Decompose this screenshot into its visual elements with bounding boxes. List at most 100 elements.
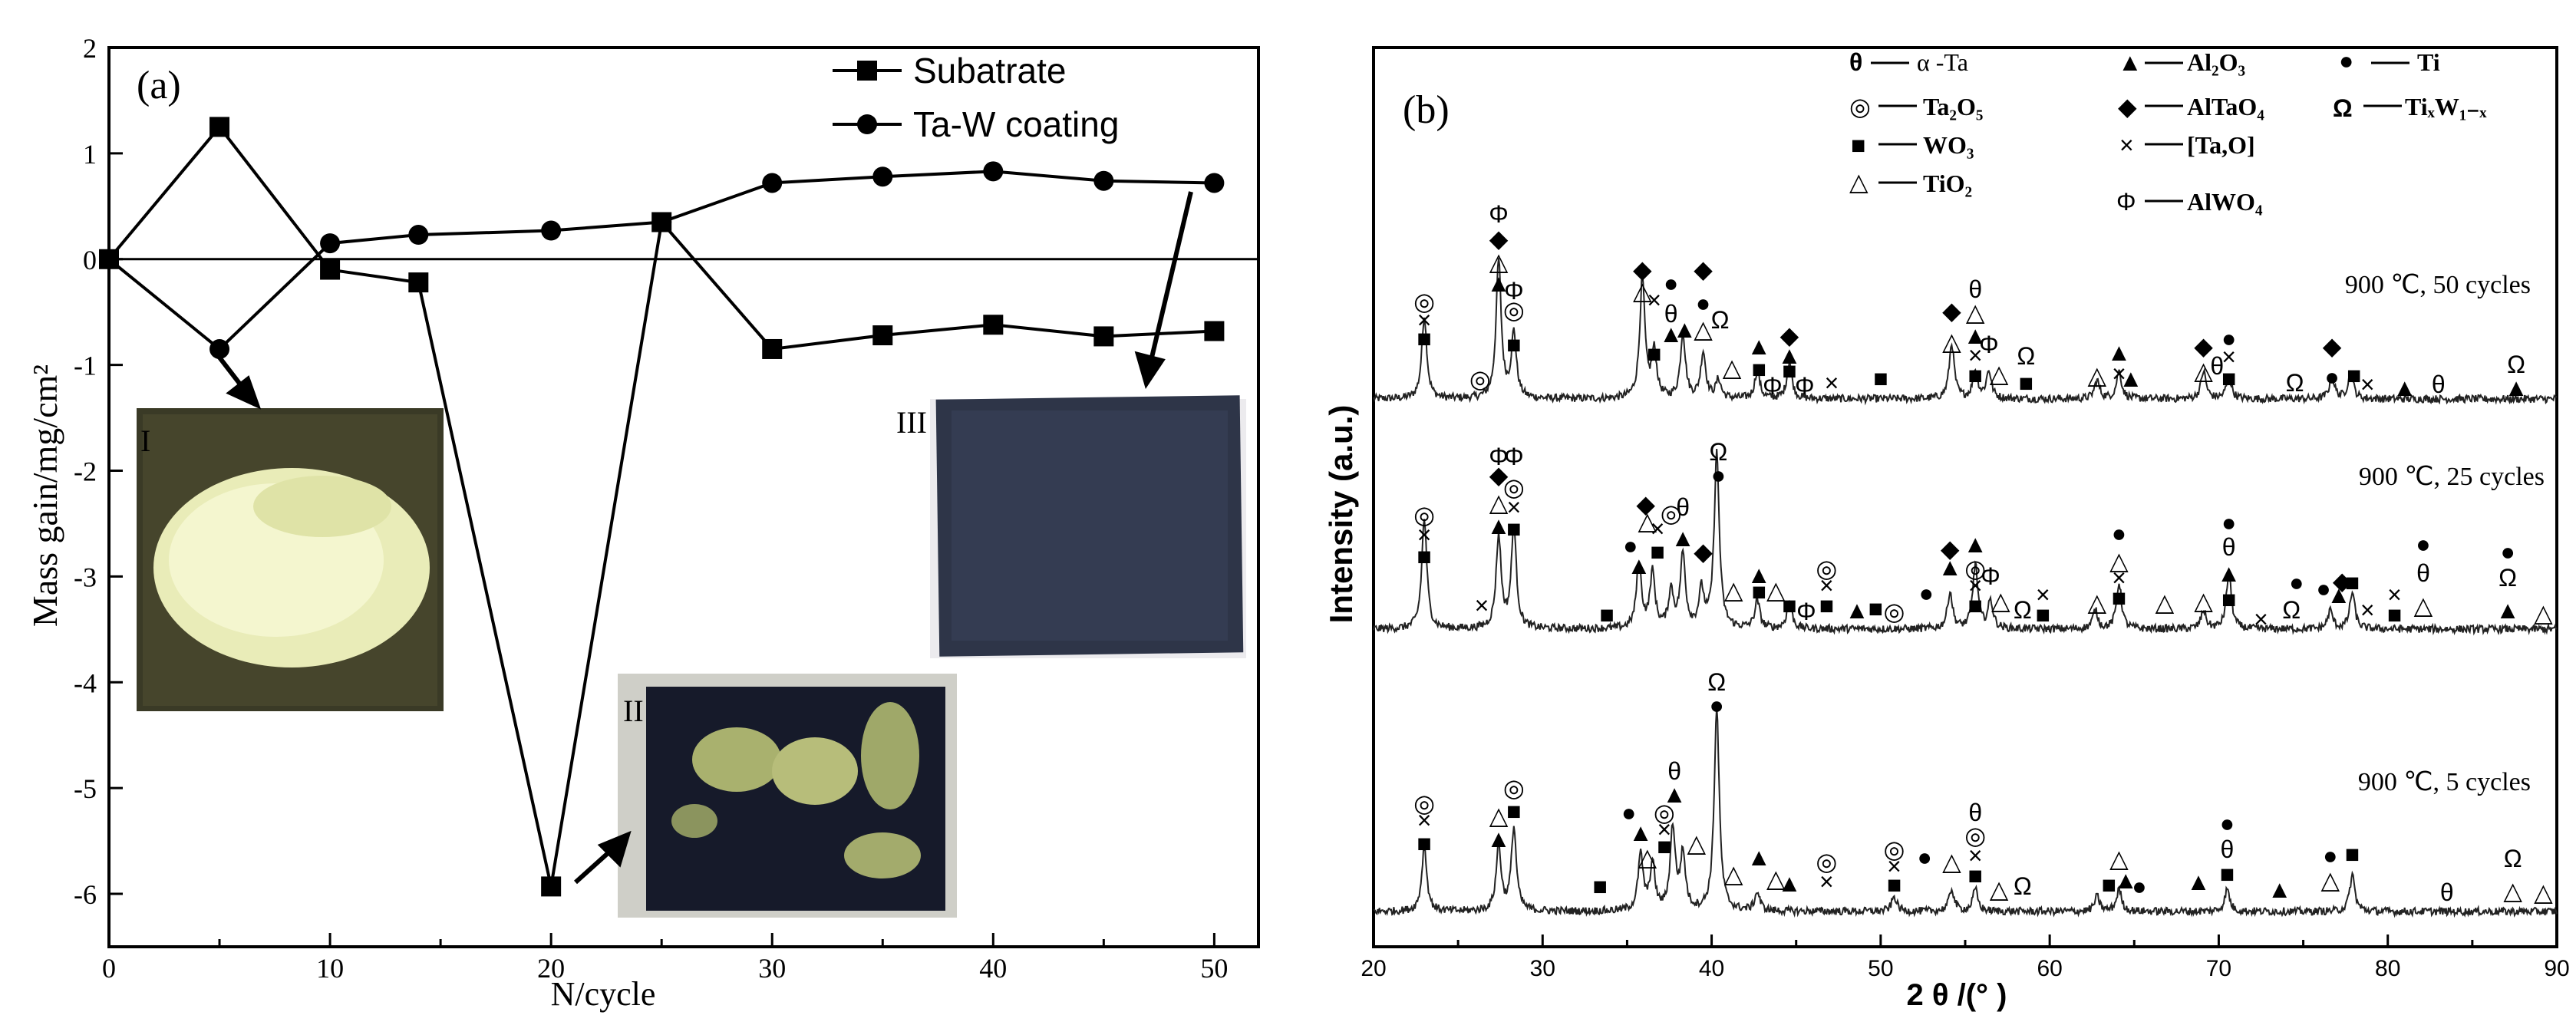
phase-marker: Ω — [2286, 369, 2304, 397]
phase-marker: △ — [1694, 315, 1713, 343]
phase-marker: ■ — [2112, 584, 2126, 611]
phase-marker: ◎ — [1884, 598, 1905, 625]
phase-marker: ◎ — [1816, 848, 1837, 875]
phase-marker: ◆ — [1489, 461, 1509, 489]
y-tick-label: 1 — [83, 139, 97, 170]
phase-marker: ■ — [1968, 592, 1983, 619]
y-tick-label: -2 — [74, 457, 97, 487]
y-tick-label: -6 — [74, 879, 97, 910]
phase-marker: ◎ — [1884, 836, 1905, 863]
phase-marker: ■ — [1782, 357, 1796, 384]
substrate-point — [762, 338, 783, 359]
phase-marker: △ — [2503, 877, 2522, 905]
phase-marker: ● — [2289, 569, 2304, 596]
photo-insets: I II III — [137, 191, 1246, 918]
phase-marker: ▲ — [1746, 561, 1771, 588]
phase-marker: Ω — [2282, 596, 2301, 624]
phase-marker: △ — [1687, 829, 1706, 857]
phase-marker: Φ — [1489, 443, 1509, 470]
phase-marker: ■ — [1782, 592, 1796, 619]
phase-marker: Ω — [1707, 668, 1726, 696]
phase-marker: ● — [2416, 530, 2430, 558]
phase-marker: △ — [2194, 357, 2213, 384]
panel-b-axes: 20 30 40 50 60 70 80 90 — [1361, 934, 2570, 981]
legend-symbol-wo3: ■ — [1851, 131, 1865, 159]
phase-marker: ◎ — [1469, 365, 1491, 393]
x-tick-label: 90 — [2544, 956, 2569, 981]
phase-marker: ◆ — [1489, 225, 1509, 252]
phase-marker: × — [1647, 286, 1661, 314]
substrate-point — [320, 259, 341, 280]
phase-marker: ■ — [1506, 515, 1521, 542]
inset-photo-iii — [930, 395, 1246, 658]
phase-marker: Ω — [1711, 306, 1730, 334]
phase-marker: △ — [1489, 489, 1509, 516]
phase-marker: △ — [1724, 576, 1743, 604]
phase-marker: × — [2112, 564, 2126, 592]
phase-marker: Ω — [1709, 438, 1727, 466]
legend-symbol-ti: ● — [2339, 47, 2353, 74]
phase-marker: △ — [1991, 587, 2010, 615]
substrate-point — [983, 315, 1004, 335]
phase-marker: ▲ — [1486, 512, 1511, 539]
xrd-pattern-50-cycles — [1373, 258, 2558, 406]
coating-point — [1093, 170, 1114, 191]
substrate-point — [209, 117, 230, 137]
phase-marker: × — [1819, 868, 1834, 895]
phase-marker: Φ — [1504, 277, 1524, 305]
phase-marker: Ω — [2017, 342, 2035, 370]
inset-label-i: I — [140, 424, 150, 458]
phase-marker: Φ — [1763, 372, 1783, 400]
phase-marker: ● — [2221, 325, 2236, 352]
phase-marker: × — [1417, 806, 1432, 834]
phase-marker: ▲ — [2186, 868, 2211, 895]
phase-marker: ▲ — [1662, 780, 1687, 808]
phase-marker: ■ — [2345, 840, 2360, 868]
phase-marker: ■ — [2019, 369, 2033, 397]
panel-b-chart: 20 30 40 50 60 70 80 90 ◎×■Φ◆△▲Φ◎■◎◆△×■●θ▲▲◆●△Ω… — [1323, 46, 2570, 1012]
phase-marker: ■ — [2387, 601, 2402, 628]
phase-marker: Φ — [1504, 443, 1524, 470]
phase-marker: × — [1968, 842, 1983, 869]
phase-marker: ■ — [2102, 871, 2116, 898]
legend-label-alpha-ta: α -Ta — [1917, 48, 1968, 76]
phase-marker: ◆ — [2323, 332, 2342, 360]
phase-marker: × — [2036, 581, 2050, 608]
phase-marker: ■ — [1417, 325, 1431, 352]
phase-marker: ▲ — [1486, 269, 1511, 297]
x-tick-label: 80 — [2375, 956, 2400, 981]
phase-marker: ● — [1710, 691, 1724, 719]
phase-marker: ■ — [1752, 578, 1766, 605]
phase-marker: θ — [1667, 757, 1681, 785]
phase-marker: × — [2387, 581, 2402, 608]
panel-b-ylabel: Intensity (a.u.) — [1323, 405, 1359, 624]
phase-marker: ■ — [1650, 538, 1664, 565]
phase-marker: ● — [1711, 461, 1726, 489]
phase-marker: × — [2112, 360, 2126, 387]
legend-label-substrate: Subatrate — [913, 51, 1066, 91]
xrd-pattern-25-cycles — [1373, 448, 2558, 636]
xrd-pattern-5-cycles — [1373, 707, 2558, 918]
y-tick-label: -1 — [74, 351, 97, 381]
phase-marker: ■ — [2221, 364, 2236, 392]
phase-marker: × — [2360, 371, 2375, 398]
phase-marker: × — [1819, 572, 1834, 599]
phase-marker: ■ — [2347, 361, 2361, 389]
x-tick-label: 10 — [316, 953, 344, 984]
phase-marker: △ — [1990, 360, 2009, 387]
phase-marker: ◆ — [1636, 490, 1655, 518]
phase-marker: ▲ — [1963, 530, 1987, 558]
y-tick-label: 2 — [83, 33, 97, 64]
legend-symbol-alpha-ta: θ — [1849, 48, 1862, 76]
phase-marker: ▲ — [2217, 559, 2241, 587]
phase-marker: △ — [1489, 248, 1509, 275]
phase-marker: ● — [2132, 872, 2146, 900]
phase-marker: θ — [1676, 493, 1690, 521]
phase-marker: ■ — [1869, 595, 1883, 622]
coating-point — [541, 220, 562, 241]
phase-marker: × — [1417, 306, 1432, 334]
phase-marker: ■ — [1657, 832, 1671, 860]
phase-marker: ◆ — [1633, 255, 1652, 283]
phase-marker: ▲ — [2393, 374, 2417, 401]
phase-marker: ■ — [1752, 355, 1766, 383]
